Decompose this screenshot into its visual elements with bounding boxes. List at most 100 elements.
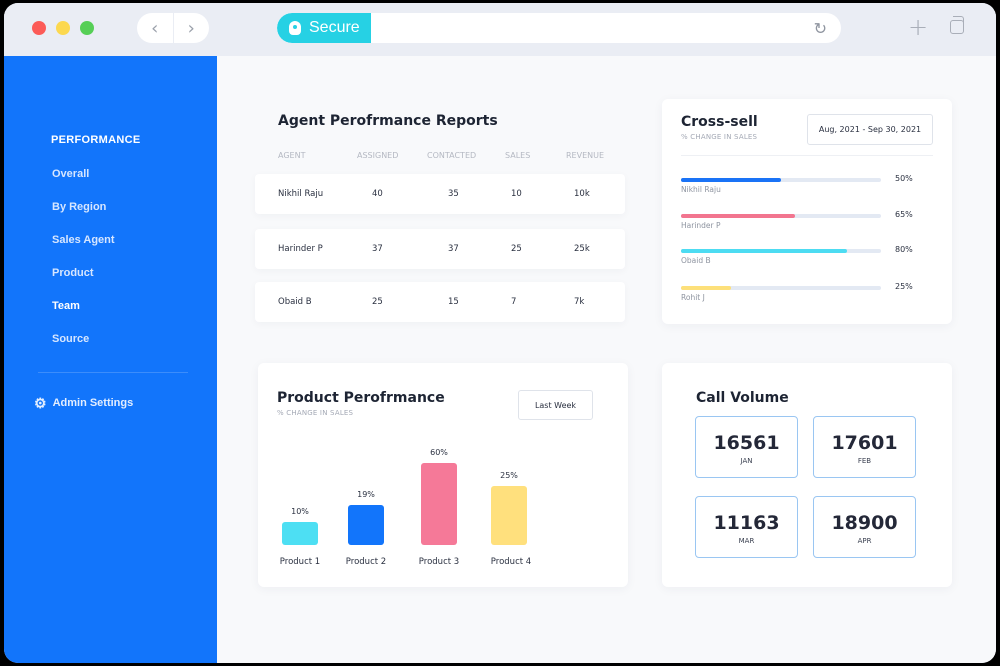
call-volume-tile[interactable]: 18900 APR xyxy=(813,496,916,558)
bar-value-label: 25% xyxy=(500,471,518,480)
agent-name: Obaid B xyxy=(278,297,312,307)
month-label: MAR xyxy=(738,537,755,545)
nav-buttons: ‹ › xyxy=(137,13,209,43)
sidebar-item-by-region[interactable]: By Region xyxy=(52,201,107,213)
column-header: CONTACTED xyxy=(427,151,477,160)
bar-category-label: Product 3 xyxy=(418,557,460,567)
forward-button[interactable]: › xyxy=(174,13,210,43)
agent-name: Obaid B xyxy=(681,256,711,265)
date-range-button[interactable]: Aug, 2021 - Sep 30, 2021 xyxy=(807,114,933,145)
sidebar-heading: PERFORMANCE xyxy=(51,134,141,146)
bar xyxy=(421,463,457,545)
bar-category-label: Product 2 xyxy=(345,557,387,567)
call-count: 17601 xyxy=(831,432,898,454)
assigned-value: 25 xyxy=(372,297,383,307)
percent-value: 50% xyxy=(895,174,913,183)
reload-icon[interactable]: ↻ xyxy=(813,19,827,38)
progress-track xyxy=(681,286,881,290)
agent-name: Nikhil Raju xyxy=(681,185,721,194)
agent-report-title: Agent Perofrmance Reports xyxy=(278,113,498,129)
secure-label: Secure xyxy=(309,19,360,36)
bar xyxy=(491,486,527,545)
revenue-value: 7k xyxy=(574,297,585,307)
percent-value: 65% xyxy=(895,210,913,219)
product-performance-title: Product Perofrmance xyxy=(277,390,445,406)
product-performance-card: Product Perofrmance % CHANGE IN SALES La… xyxy=(258,363,628,587)
gear-icon: ⚙ xyxy=(34,395,47,411)
contacted-value: 37 xyxy=(448,244,459,254)
month-label: APR xyxy=(857,537,872,545)
sidebar-item-overall[interactable]: Overall xyxy=(52,168,90,180)
tabs-icon[interactable] xyxy=(950,16,964,34)
plus-icon[interactable]: + xyxy=(908,13,929,41)
cross-sell-row: Harinder P 65% xyxy=(681,210,941,244)
close-window-button[interactable] xyxy=(32,21,46,35)
contacted-value: 15 xyxy=(448,297,459,307)
bar-product-2[interactable]: 19% xyxy=(336,490,396,545)
bar-value-label: 10% xyxy=(291,507,309,516)
table-row[interactable]: Nikhil Raju 40 35 10 10k xyxy=(255,174,625,214)
sidebar-item-product[interactable]: Product xyxy=(52,267,94,279)
month-label: FEB xyxy=(857,457,872,465)
sidebar-divider xyxy=(38,372,188,373)
sidebar-item-source[interactable]: Source xyxy=(52,333,90,345)
lock-icon xyxy=(289,21,301,35)
revenue-value: 25k xyxy=(574,244,590,254)
agent-table-header: AGENT ASSIGNED CONTACTED SALES REVENUE xyxy=(253,151,628,163)
agent-name: Harinder P xyxy=(278,244,323,254)
percent-value: 80% xyxy=(895,245,913,254)
maximize-window-button[interactable] xyxy=(80,21,94,35)
agent-performance-report: Agent Perofrmance Reports AGENT ASSIGNED… xyxy=(253,99,628,329)
chevron-right-icon: › xyxy=(187,17,195,39)
sales-value: 7 xyxy=(511,297,517,307)
cross-sell-subtitle: % CHANGE IN SALES xyxy=(681,133,758,141)
minimize-window-button[interactable] xyxy=(56,21,70,35)
sidebar-item-team[interactable]: Team xyxy=(52,300,80,312)
admin-settings-link[interactable]: ⚙ Admin Settings xyxy=(34,396,133,410)
column-header: ASSIGNED xyxy=(357,151,399,160)
call-count: 18900 xyxy=(831,512,898,534)
call-volume-tile[interactable]: 11163 MAR xyxy=(695,496,798,558)
progress-track xyxy=(681,178,881,182)
call-volume-tile[interactable]: 17601 FEB xyxy=(813,416,916,478)
product-performance-subtitle: % CHANGE IN SALES xyxy=(277,409,354,417)
sales-value: 10 xyxy=(511,189,522,199)
agent-name: Harinder P xyxy=(681,221,721,230)
bar-category-label: Product 4 xyxy=(490,557,532,567)
bar xyxy=(348,505,384,545)
bar xyxy=(282,522,318,545)
call-volume-title: Call Volume xyxy=(696,390,789,406)
assigned-value: 37 xyxy=(372,244,383,254)
back-button[interactable]: ‹ xyxy=(137,13,174,43)
call-volume-tile[interactable]: 16561 JAN xyxy=(695,416,798,478)
progress-fill xyxy=(681,286,731,290)
month-label: JAN xyxy=(740,457,753,465)
progress-fill xyxy=(681,178,781,182)
column-header: SALES xyxy=(505,151,531,160)
last-week-filter-button[interactable]: Last Week xyxy=(518,390,593,420)
bar-value-label: 19% xyxy=(357,490,375,499)
chevron-left-icon: ‹ xyxy=(151,17,159,39)
table-row[interactable]: Obaid B 25 15 7 7k xyxy=(255,282,625,322)
cross-sell-card: Cross-sell % CHANGE IN SALES Aug, 2021 -… xyxy=(662,99,952,324)
cross-sell-row: Nikhil Raju 50% xyxy=(681,174,941,208)
bar-product-3[interactable]: 60% xyxy=(409,448,469,545)
assigned-value: 40 xyxy=(372,189,383,199)
sidebar-item-sales-agent[interactable]: Sales Agent xyxy=(52,234,115,246)
bar-category-label: Product 1 xyxy=(279,557,321,567)
contacted-value: 35 xyxy=(448,189,459,199)
table-row[interactable]: Harinder P 37 37 25 25k xyxy=(255,229,625,269)
bar-product-4[interactable]: 25% xyxy=(479,471,539,545)
address-bar[interactable]: Secure ↻ xyxy=(277,13,841,43)
bar-product-1[interactable]: 10% xyxy=(270,507,330,545)
call-volume-card: Call Volume 16561 JAN 17601 FEB 11163 MA… xyxy=(662,363,952,587)
cross-sell-title: Cross-sell xyxy=(681,114,758,130)
browser-titlebar: ‹ › Secure ↻ + xyxy=(4,3,996,56)
progress-fill xyxy=(681,214,795,218)
call-count: 11163 xyxy=(713,512,780,534)
agent-name: Rohit J xyxy=(681,293,705,302)
call-count: 16561 xyxy=(713,432,780,454)
cross-sell-row: Rohit J 25% xyxy=(681,282,941,316)
bar-value-label: 60% xyxy=(430,448,448,457)
main-content: Agent Perofrmance Reports AGENT ASSIGNED… xyxy=(217,56,996,663)
